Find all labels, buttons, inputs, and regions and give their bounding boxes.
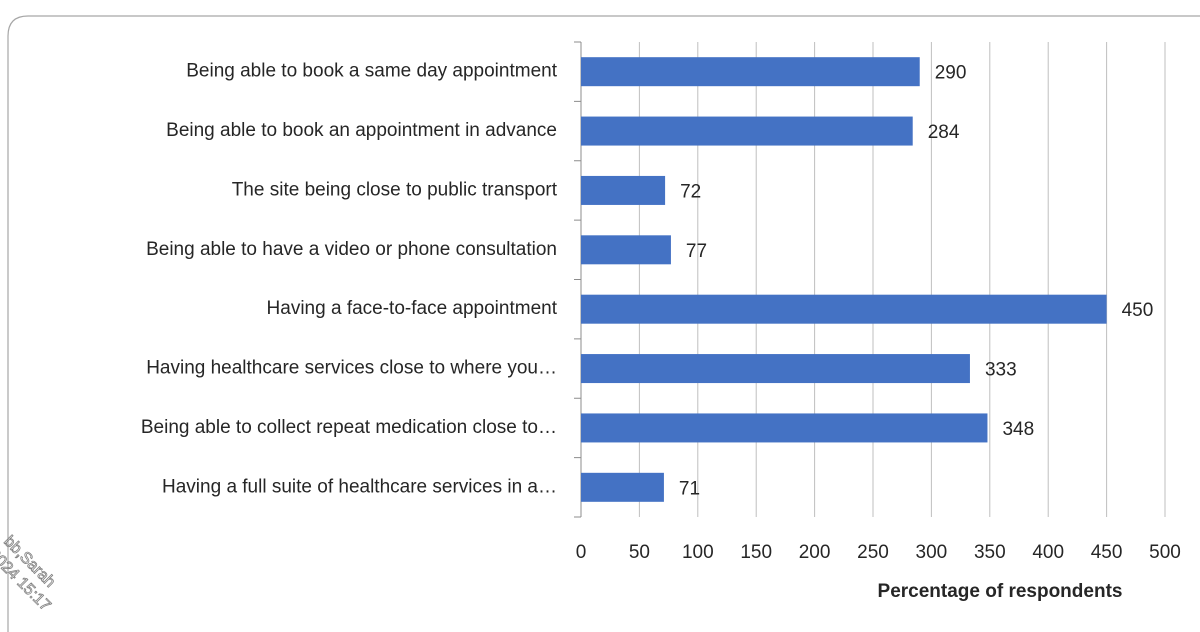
bar [581, 294, 1107, 324]
x-tick-label: 150 [740, 542, 772, 563]
value-label: 290 [935, 63, 967, 84]
x-tick-label: 300 [916, 542, 948, 563]
bar [581, 354, 970, 384]
y-tick-label: Having healthcare services close to wher… [146, 358, 557, 379]
watermark: bb,Sarah/2024 15:17 [0, 533, 59, 616]
value-label: 450 [1122, 300, 1154, 321]
y-tick-label: Being able to book a same day appointmen… [186, 61, 557, 82]
y-tick-label: The site being close to public transport [232, 179, 558, 200]
x-tick-label: 250 [857, 542, 889, 563]
x-tick-label: 0 [576, 542, 587, 563]
x-tick-label: 100 [682, 542, 714, 563]
y-tick-label: Being able to collect repeat medication … [141, 417, 557, 438]
y-tick-label: Having a full suite of healthcare servic… [162, 476, 557, 497]
value-label: 284 [928, 122, 960, 143]
x-tick-label: 400 [1032, 542, 1064, 563]
bar [581, 57, 920, 87]
bar [581, 175, 666, 205]
y-tick-label: Being able to book an appointment in adv… [166, 120, 557, 141]
value-label: 77 [686, 241, 707, 262]
frame [7, 15, 1200, 632]
value-label: 333 [985, 360, 1017, 381]
bar [581, 413, 988, 443]
bar [581, 472, 664, 502]
value-label: 348 [1002, 419, 1034, 440]
y-tick-label: Having a face-to-face appointment [267, 298, 558, 319]
value-label: 71 [679, 478, 700, 499]
x-tick-label: 500 [1149, 542, 1181, 563]
x-tick-label: 50 [629, 542, 650, 563]
value-label: 72 [680, 181, 701, 202]
x-axis-label: Percentage of respondents [878, 581, 1123, 602]
x-tick-label: 200 [799, 542, 831, 563]
y-tick-label: Being able to have a video or phone cons… [146, 239, 557, 260]
x-tick-label: 350 [974, 542, 1006, 563]
x-tick-label: 450 [1091, 542, 1123, 563]
bar [581, 116, 913, 146]
bar [581, 235, 671, 265]
